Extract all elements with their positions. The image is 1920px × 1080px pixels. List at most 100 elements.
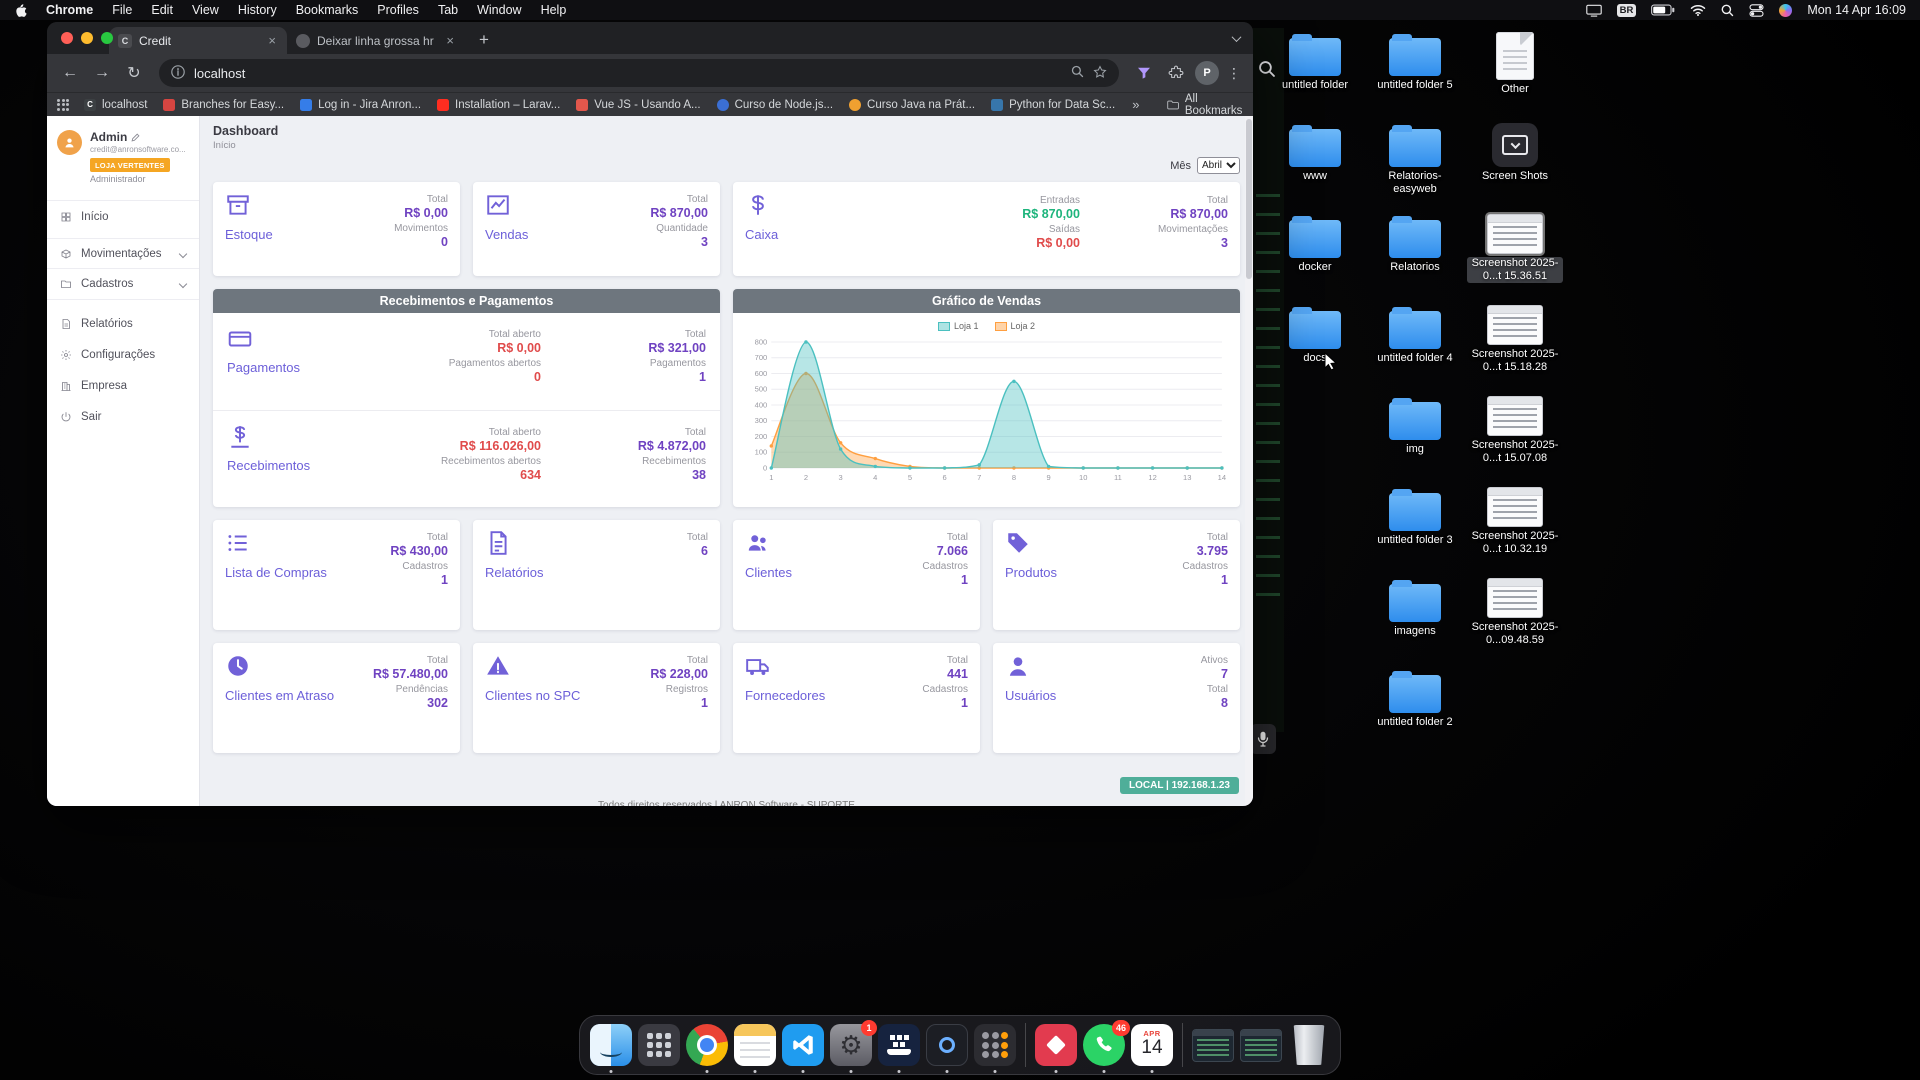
desktop-item-folder[interactable]: imagens — [1367, 578, 1463, 669]
spotlight-icon[interactable] — [1721, 4, 1734, 17]
sidebar-item-inicio[interactable]: Início — [47, 201, 199, 232]
desktop-item-folder[interactable]: Relatorios — [1367, 214, 1463, 305]
back-button[interactable]: ← — [57, 60, 83, 86]
desktop-item-screenshot[interactable]: Screenshot 2025-0...t 10.32.19 — [1467, 487, 1563, 578]
dock-chrome[interactable] — [686, 1024, 728, 1066]
menu-file[interactable]: File — [112, 3, 132, 17]
sidebar-item-movimentacoes[interactable]: Movimentações — [47, 238, 199, 269]
dock-whatsapp[interactable]: 46 — [1083, 1024, 1125, 1066]
bookmarks-overflow-chevron[interactable]: » — [1124, 97, 1147, 112]
window-minimize-button[interactable] — [81, 32, 93, 44]
bookmark-node[interactable]: Curso de Node.js... — [710, 97, 840, 113]
siri-icon[interactable] — [1779, 4, 1792, 17]
desktop-item-screenshot[interactable]: Screenshot 2025-0...09.48.59 — [1467, 578, 1563, 669]
screen-mirror-icon[interactable] — [1586, 4, 1602, 17]
forward-button[interactable]: → — [89, 60, 115, 86]
card-title-link[interactable]: Lista de Compras — [225, 565, 327, 581]
dock-notes[interactable] — [734, 1024, 776, 1066]
menu-profiles[interactable]: Profiles — [377, 3, 419, 17]
legend-item[interactable]: Loja 2 — [995, 321, 1036, 331]
dock-vscode[interactable] — [782, 1024, 824, 1066]
sidebar-item-relatorios[interactable]: Relatórios — [47, 308, 199, 339]
card-title-link[interactable]: Vendas — [485, 227, 528, 243]
card-title-link[interactable]: Fornecedores — [745, 688, 825, 704]
desktop-item-document[interactable]: Other — [1467, 32, 1563, 123]
bookmark-python[interactable]: Python for Data Sc... — [984, 97, 1122, 113]
sidebar-item-configuracoes[interactable]: Configurações — [47, 339, 199, 370]
desktop-item-folder[interactable]: Relatorios-easyweb — [1367, 123, 1463, 214]
menu-view[interactable]: View — [192, 3, 219, 17]
window-zoom-button[interactable] — [101, 32, 113, 44]
sidebar-item-empresa[interactable]: Empresa — [47, 370, 199, 401]
dock-app[interactable] — [926, 1024, 968, 1066]
keyboard-layout-badge[interactable]: BR — [1617, 4, 1637, 17]
filter-extension-icon[interactable] — [1131, 60, 1157, 86]
card-title-link[interactable]: Produtos — [1005, 565, 1057, 581]
omnibox-search-icon[interactable] — [1071, 65, 1084, 81]
desktop-item-folder[interactable]: untitled folder 2 — [1367, 669, 1463, 760]
card-title-link[interactable]: Estoque — [225, 227, 273, 243]
desktop-item-folder[interactable]: untitled folder 3 — [1367, 487, 1463, 578]
window-close-button[interactable] — [61, 32, 73, 44]
new-tab-button[interactable]: + — [471, 27, 497, 53]
user-avatar[interactable] — [57, 130, 82, 155]
dock-trash[interactable] — [1288, 1024, 1330, 1066]
menu-tab[interactable]: Tab — [438, 3, 458, 17]
desktop-item-folder[interactable]: docs — [1267, 305, 1363, 396]
bookmark-laravel[interactable]: Installation – Larav... — [430, 97, 567, 113]
scrollbar-thumb[interactable] — [1246, 119, 1252, 279]
reload-button[interactable]: ↻ — [121, 60, 147, 86]
card-title-link[interactable]: Clientes — [745, 565, 792, 581]
tab-search-button[interactable] — [1227, 29, 1245, 47]
menu-bookmarks[interactable]: Bookmarks — [296, 3, 359, 17]
dock-settings[interactable]: ⚙1 — [830, 1024, 872, 1066]
card-title-link[interactable]: Clientes no SPC — [485, 688, 580, 704]
apps-grid-icon[interactable] — [57, 99, 69, 111]
all-bookmarks-button[interactable]: All Bookmarks — [1159, 91, 1253, 119]
menubar-app-name[interactable]: Chrome — [46, 3, 93, 17]
browser-menu-kebab-icon[interactable]: ⋮ — [1225, 65, 1243, 82]
card-title-link[interactable]: Relatórios — [485, 565, 544, 581]
profile-avatar[interactable]: P — [1195, 61, 1219, 85]
desktop-item-screenshot-selected[interactable]: Screenshot 2025-0...t 15.36.51 — [1467, 214, 1563, 305]
card-title-link[interactable]: Clientes em Atraso — [225, 688, 334, 704]
desktop-item-screenshots-app[interactable]: Screen Shots — [1467, 123, 1563, 214]
desktop-item-screenshot[interactable]: Screenshot 2025-0...t 15.18.28 — [1467, 305, 1563, 396]
menu-history[interactable]: History — [238, 3, 277, 17]
edit-pencil-icon[interactable] — [131, 133, 140, 142]
site-info-icon[interactable] — [171, 65, 185, 82]
dock-minimized-window-1[interactable] — [1192, 1024, 1234, 1066]
address-bar[interactable]: localhost — [159, 59, 1119, 87]
desktop-item-folder[interactable]: untitled folder 5 — [1367, 32, 1463, 123]
apple-icon[interactable] — [14, 3, 27, 18]
legend-item[interactable]: Loja 1 — [938, 321, 979, 331]
sidebar-item-sair[interactable]: Sair — [47, 401, 199, 432]
desktop-item-folder[interactable]: img — [1367, 396, 1463, 487]
dock-red-app[interactable] — [1035, 1024, 1077, 1066]
tab-close-icon[interactable]: × — [266, 33, 278, 48]
menu-edit[interactable]: Edit — [151, 3, 173, 17]
dock-calendar[interactable]: APR14 — [1131, 1024, 1173, 1066]
dock-docker[interactable] — [878, 1024, 920, 1066]
bookmark-vue[interactable]: Vue JS - Usando A... — [569, 97, 707, 113]
menubar-clock[interactable]: Mon 14 Apr 16:09 — [1807, 3, 1906, 17]
extensions-puzzle-icon[interactable] — [1163, 60, 1189, 86]
card-title-link[interactable]: Recebimentos — [227, 458, 310, 474]
battery-icon[interactable] — [1651, 4, 1675, 16]
dock-finder[interactable] — [590, 1024, 632, 1066]
control-center-icon[interactable] — [1749, 4, 1764, 17]
page-scrollbar[interactable] — [1245, 116, 1253, 806]
desktop-item-screenshot[interactable]: Screenshot 2025-0...t 15.07.08 — [1467, 396, 1563, 487]
card-title-link[interactable]: Pagamentos — [227, 360, 300, 376]
month-select[interactable]: Abril — [1197, 157, 1240, 174]
wifi-icon[interactable] — [1690, 4, 1706, 16]
tab-deixar-linha[interactable]: Deixar linha grossa hr × — [287, 27, 465, 54]
bookmark-branches[interactable]: Branches for Easy... — [156, 97, 291, 113]
dock-calculator[interactable] — [974, 1024, 1016, 1066]
card-title-link[interactable]: Caixa — [745, 227, 778, 243]
bookmark-jira[interactable]: Log in - Jira Anron... — [293, 97, 428, 113]
desktop-item-folder[interactable]: www — [1267, 123, 1363, 214]
dock-minimized-window-2[interactable] — [1240, 1024, 1282, 1066]
bookmark-star-icon[interactable] — [1093, 65, 1107, 82]
dock-launchpad[interactable] — [638, 1024, 680, 1066]
